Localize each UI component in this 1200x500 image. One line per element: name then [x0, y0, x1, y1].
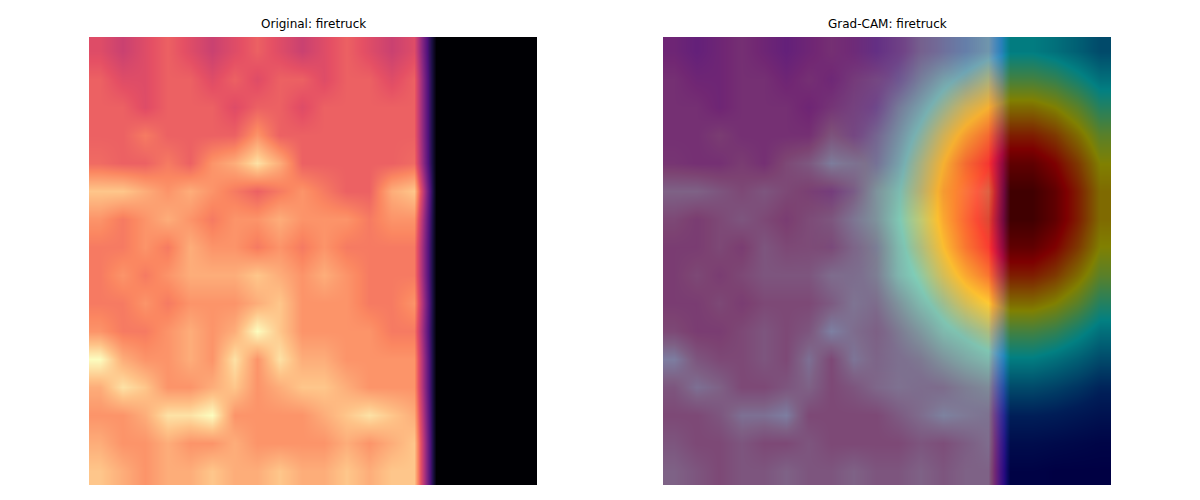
svg-text:Grad-CAM: firetruck: Grad-CAM: firetruck: [828, 17, 947, 31]
svg-text:Original: firetruck: Original: firetruck: [261, 17, 366, 31]
